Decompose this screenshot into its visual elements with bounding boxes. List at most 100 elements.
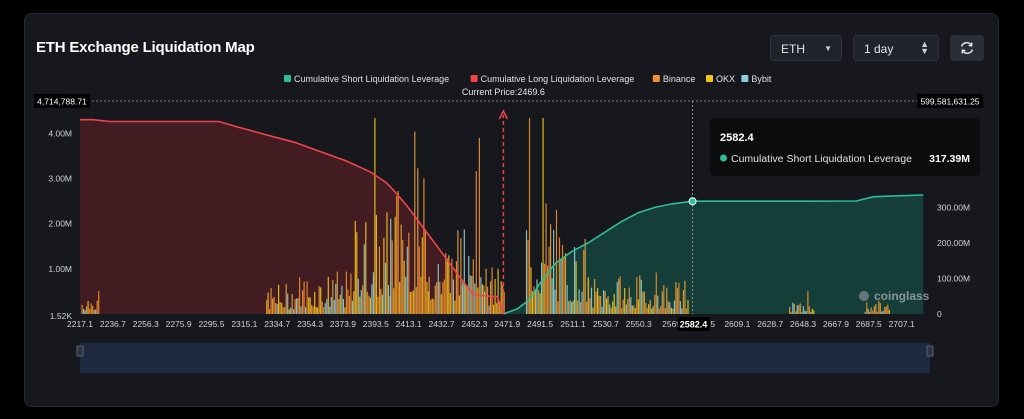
liquidation-bar xyxy=(481,284,483,314)
liquidation-bar xyxy=(275,303,277,314)
hover-point xyxy=(688,197,697,206)
liquidation-bar xyxy=(445,252,447,314)
liquidation-bar xyxy=(636,277,638,314)
liquidation-bar xyxy=(539,293,541,314)
y-left-tick: 4.00M xyxy=(48,128,72,138)
liquidation-bar xyxy=(365,222,367,314)
liquidation-bar xyxy=(592,307,594,314)
legend-label: Bybit xyxy=(751,74,772,84)
current-price-label: Current Price:2469.6 xyxy=(462,87,545,97)
y-left-tick: 1.00M xyxy=(48,264,72,274)
x-tick: 2275.9 xyxy=(166,319,192,329)
liquidation-bar xyxy=(795,311,797,314)
x-tick: 2236.7 xyxy=(100,319,126,329)
liquidation-bar xyxy=(796,305,798,314)
liquidation-bar xyxy=(294,299,296,314)
liquidation-bar xyxy=(808,306,810,314)
liquidation-bar xyxy=(344,307,346,314)
liquidation-bar xyxy=(503,291,505,314)
liquidation-bar xyxy=(666,287,668,314)
liquidation-bar xyxy=(378,246,380,314)
liquidation-bar xyxy=(633,305,635,314)
liquidation-bar xyxy=(478,138,480,314)
liquidation-bar xyxy=(318,286,320,314)
liquidation-bar xyxy=(93,310,95,314)
liquidation-bar xyxy=(371,284,373,314)
liquidation-bar xyxy=(423,178,425,314)
liquidation-bar xyxy=(312,306,314,314)
liquidation-bar xyxy=(95,309,97,314)
liquidation-bar xyxy=(394,216,396,314)
refresh-button[interactable] xyxy=(950,35,984,61)
liquidation-bar xyxy=(887,304,889,314)
zoom-handle-right xyxy=(926,345,934,357)
liquidation-bar xyxy=(451,258,453,314)
x-tick: 2569 xyxy=(662,319,681,329)
liquidation-bar xyxy=(380,288,382,314)
symbol-select[interactable]: ETH ▼ xyxy=(770,35,842,61)
liquidation-bar xyxy=(282,307,284,314)
chart-legend: Cumulative Short Liquidation Leverage Cum… xyxy=(284,74,772,84)
liquidation-bar xyxy=(619,276,621,314)
liquidation-bar xyxy=(667,301,669,314)
liquidation-bar xyxy=(876,311,878,314)
liquidation-bar xyxy=(594,278,596,314)
liquidation-bar xyxy=(590,287,593,314)
liquidation-bar xyxy=(643,291,645,314)
range-select[interactable]: 1 day ▲ ▼ xyxy=(853,35,939,61)
liquidation-bar xyxy=(368,295,370,314)
liquidation-bar xyxy=(538,290,540,314)
liquidation-bar xyxy=(384,262,387,314)
liquidation-bar xyxy=(434,285,436,314)
liquidation-bar xyxy=(303,281,305,314)
top-right-label-bg xyxy=(917,94,983,108)
liquidation-bar xyxy=(452,279,454,314)
liquidation-bar xyxy=(300,306,302,314)
liquidation-bar xyxy=(266,300,268,314)
liquidation-bar xyxy=(646,308,648,314)
liquidation-bar xyxy=(669,302,671,314)
x-tick: 2667.9 xyxy=(823,319,849,329)
liquidation-bar xyxy=(418,246,420,314)
liquidation-bar xyxy=(616,282,618,314)
liquidation-bar xyxy=(798,304,800,314)
liquidation-bar xyxy=(90,303,92,314)
liquidation-bar xyxy=(405,276,407,314)
symbol-select-value: ETH xyxy=(781,42,805,56)
liquidation-bar xyxy=(648,304,650,314)
liquidation-bar xyxy=(802,306,804,314)
liquidation-bar xyxy=(572,300,574,314)
liquidation-bar xyxy=(601,307,603,314)
liquidation-bar xyxy=(454,300,456,314)
liquidation-bar xyxy=(335,283,337,314)
liquidation-bar xyxy=(490,281,492,314)
x-tick: 2609.1 xyxy=(724,319,750,329)
tooltip-swatch xyxy=(720,154,727,162)
liquidation-bar xyxy=(449,293,451,314)
liquidation-bar xyxy=(406,246,408,314)
liquidation-bar xyxy=(545,203,547,314)
liquidation-bar xyxy=(397,191,399,314)
liquidation-bar xyxy=(83,308,85,314)
y-right-tick: 300.00M xyxy=(937,202,970,212)
liquidation-bar xyxy=(542,118,544,314)
liquidation-bar xyxy=(618,278,620,314)
liquidation-bar xyxy=(631,305,633,314)
liquidation-bar xyxy=(577,300,579,314)
liquidation-bar xyxy=(888,309,890,314)
legend-label: OKX xyxy=(716,74,735,84)
liquidation-bar xyxy=(415,287,417,314)
liquidation-bar xyxy=(548,246,550,314)
liquidation-bar xyxy=(311,304,313,314)
liquidation-bar xyxy=(649,299,651,314)
liquidation-bar xyxy=(87,301,89,314)
liquidation-bar xyxy=(687,299,689,314)
liquidation-bar xyxy=(89,309,91,314)
x-tick: 2373.9 xyxy=(330,319,356,329)
liquidation-bar xyxy=(393,288,395,314)
liquidation-bar xyxy=(472,259,474,314)
liquidation-bar xyxy=(864,311,866,314)
liquidation-bar xyxy=(879,303,881,314)
x-tick: 2217.1 xyxy=(67,319,93,329)
